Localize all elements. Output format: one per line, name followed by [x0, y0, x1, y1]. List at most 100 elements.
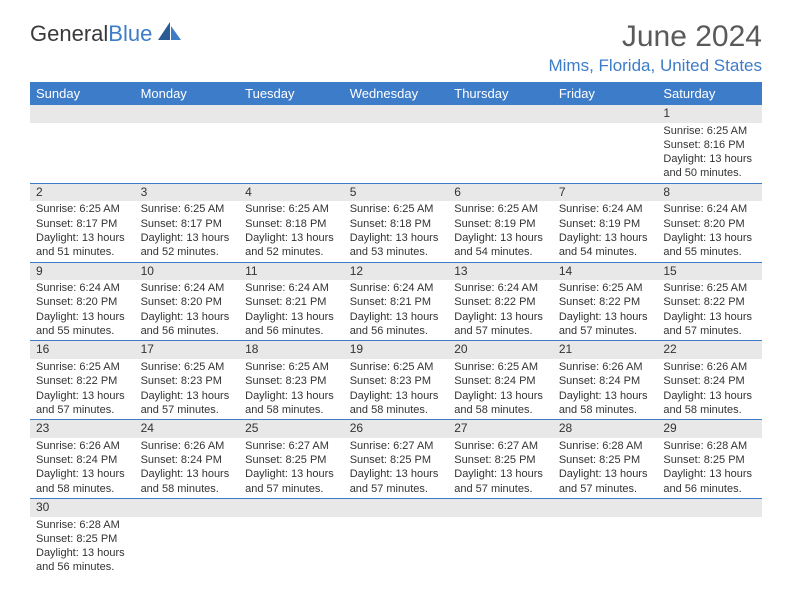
- calendar-cell: 14Sunrise: 6:25 AMSunset: 8:22 PMDayligh…: [553, 262, 658, 341]
- calendar-cell: 29Sunrise: 6:28 AMSunset: 8:25 PMDayligh…: [657, 420, 762, 499]
- sunset-line: Sunset: 8:23 PM: [350, 374, 443, 388]
- day-details: Sunrise: 6:25 AMSunset: 8:22 PMDaylight:…: [553, 280, 658, 340]
- sunset-line: Sunset: 8:18 PM: [350, 217, 443, 231]
- day-number: 2: [30, 184, 135, 202]
- day-details: Sunrise: 6:28 AMSunset: 8:25 PMDaylight:…: [553, 438, 658, 498]
- calendar-cell: 28Sunrise: 6:28 AMSunset: 8:25 PMDayligh…: [553, 420, 658, 499]
- logo-text-blue: Blue: [108, 21, 152, 47]
- day-details: Sunrise: 6:25 AMSunset: 8:19 PMDaylight:…: [448, 201, 553, 261]
- sunset-line: Sunset: 8:25 PM: [350, 453, 443, 467]
- calendar-cell: 13Sunrise: 6:24 AMSunset: 8:22 PMDayligh…: [448, 262, 553, 341]
- day-number: 16: [30, 341, 135, 359]
- sunset-line: Sunset: 8:24 PM: [559, 374, 652, 388]
- calendar-cell: [553, 498, 658, 576]
- logo: GeneralBlue: [30, 20, 182, 48]
- sunset-line: Sunset: 8:18 PM: [245, 217, 338, 231]
- sunset-line: Sunset: 8:22 PM: [663, 295, 756, 309]
- day-number-bar: [553, 105, 658, 123]
- sunrise-line: Sunrise: 6:25 AM: [245, 360, 338, 374]
- day-details: Sunrise: 6:26 AMSunset: 8:24 PMDaylight:…: [553, 359, 658, 419]
- sunset-line: Sunset: 8:19 PM: [454, 217, 547, 231]
- day-details: Sunrise: 6:25 AMSunset: 8:17 PMDaylight:…: [30, 201, 135, 261]
- header: GeneralBlue June 2024 Mims, Florida, Uni…: [30, 20, 762, 76]
- sunset-line: Sunset: 8:24 PM: [454, 374, 547, 388]
- col-wednesday: Wednesday: [344, 82, 449, 105]
- daylight-line: Daylight: 13 hours and 54 minutes.: [454, 231, 547, 260]
- day-details: Sunrise: 6:26 AMSunset: 8:24 PMDaylight:…: [30, 438, 135, 498]
- calendar-row: 30Sunrise: 6:28 AMSunset: 8:25 PMDayligh…: [30, 498, 762, 576]
- calendar-cell: 27Sunrise: 6:27 AMSunset: 8:25 PMDayligh…: [448, 420, 553, 499]
- sunset-line: Sunset: 8:20 PM: [36, 295, 129, 309]
- day-number: 23: [30, 420, 135, 438]
- sunrise-line: Sunrise: 6:28 AM: [559, 439, 652, 453]
- day-number: 17: [135, 341, 240, 359]
- calendar-cell: [448, 498, 553, 576]
- calendar-cell: 25Sunrise: 6:27 AMSunset: 8:25 PMDayligh…: [239, 420, 344, 499]
- day-details: Sunrise: 6:25 AMSunset: 8:18 PMDaylight:…: [239, 201, 344, 261]
- daylight-line: Daylight: 13 hours and 57 minutes.: [350, 467, 443, 496]
- daylight-line: Daylight: 13 hours and 57 minutes.: [454, 467, 547, 496]
- calendar-cell: 4Sunrise: 6:25 AMSunset: 8:18 PMDaylight…: [239, 183, 344, 262]
- calendar-cell: 11Sunrise: 6:24 AMSunset: 8:21 PMDayligh…: [239, 262, 344, 341]
- calendar-cell: 26Sunrise: 6:27 AMSunset: 8:25 PMDayligh…: [344, 420, 449, 499]
- col-sunday: Sunday: [30, 82, 135, 105]
- daylight-line: Daylight: 13 hours and 55 minutes.: [36, 310, 129, 339]
- daylight-line: Daylight: 13 hours and 58 minutes.: [663, 389, 756, 418]
- col-tuesday: Tuesday: [239, 82, 344, 105]
- sunrise-line: Sunrise: 6:25 AM: [141, 202, 234, 216]
- day-number: 9: [30, 263, 135, 281]
- daylight-line: Daylight: 13 hours and 57 minutes.: [559, 310, 652, 339]
- calendar-cell: [135, 105, 240, 183]
- calendar-cell: 22Sunrise: 6:26 AMSunset: 8:24 PMDayligh…: [657, 341, 762, 420]
- daylight-line: Daylight: 13 hours and 57 minutes.: [559, 467, 652, 496]
- day-details: Sunrise: 6:25 AMSunset: 8:23 PMDaylight:…: [239, 359, 344, 419]
- sunset-line: Sunset: 8:25 PM: [559, 453, 652, 467]
- day-number-bar: [239, 105, 344, 123]
- day-details: Sunrise: 6:24 AMSunset: 8:19 PMDaylight:…: [553, 201, 658, 261]
- sunset-line: Sunset: 8:25 PM: [36, 532, 129, 546]
- sunset-line: Sunset: 8:25 PM: [663, 453, 756, 467]
- day-number: 25: [239, 420, 344, 438]
- daylight-line: Daylight: 13 hours and 57 minutes.: [454, 310, 547, 339]
- sunrise-line: Sunrise: 6:24 AM: [245, 281, 338, 295]
- day-details: Sunrise: 6:25 AMSunset: 8:22 PMDaylight:…: [30, 359, 135, 419]
- daylight-line: Daylight: 13 hours and 56 minutes.: [141, 310, 234, 339]
- sunrise-line: Sunrise: 6:27 AM: [350, 439, 443, 453]
- day-details: Sunrise: 6:28 AMSunset: 8:25 PMDaylight:…: [30, 517, 135, 577]
- sunset-line: Sunset: 8:23 PM: [141, 374, 234, 388]
- col-monday: Monday: [135, 82, 240, 105]
- day-number: 26: [344, 420, 449, 438]
- day-number-bar: [135, 499, 240, 517]
- day-details: Sunrise: 6:26 AMSunset: 8:24 PMDaylight:…: [135, 438, 240, 498]
- sunrise-line: Sunrise: 6:25 AM: [36, 360, 129, 374]
- day-number-bar: [448, 105, 553, 123]
- sunrise-line: Sunrise: 6:24 AM: [559, 202, 652, 216]
- calendar-table: Sunday Monday Tuesday Wednesday Thursday…: [30, 82, 762, 577]
- day-details: Sunrise: 6:25 AMSunset: 8:17 PMDaylight:…: [135, 201, 240, 261]
- day-details: Sunrise: 6:24 AMSunset: 8:20 PMDaylight:…: [135, 280, 240, 340]
- day-number: 10: [135, 263, 240, 281]
- day-details: Sunrise: 6:25 AMSunset: 8:16 PMDaylight:…: [657, 123, 762, 183]
- calendar-cell: 5Sunrise: 6:25 AMSunset: 8:18 PMDaylight…: [344, 183, 449, 262]
- calendar-cell: 8Sunrise: 6:24 AMSunset: 8:20 PMDaylight…: [657, 183, 762, 262]
- col-friday: Friday: [553, 82, 658, 105]
- sunset-line: Sunset: 8:24 PM: [36, 453, 129, 467]
- sunset-line: Sunset: 8:23 PM: [245, 374, 338, 388]
- daylight-line: Daylight: 13 hours and 51 minutes.: [36, 231, 129, 260]
- calendar-cell: 17Sunrise: 6:25 AMSunset: 8:23 PMDayligh…: [135, 341, 240, 420]
- calendar-cell: 6Sunrise: 6:25 AMSunset: 8:19 PMDaylight…: [448, 183, 553, 262]
- day-number: 1: [657, 105, 762, 123]
- calendar-row: 16Sunrise: 6:25 AMSunset: 8:22 PMDayligh…: [30, 341, 762, 420]
- day-number-bar: [657, 499, 762, 517]
- daylight-line: Daylight: 13 hours and 56 minutes.: [350, 310, 443, 339]
- calendar-cell: 12Sunrise: 6:24 AMSunset: 8:21 PMDayligh…: [344, 262, 449, 341]
- day-number: 20: [448, 341, 553, 359]
- day-details: Sunrise: 6:24 AMSunset: 8:22 PMDaylight:…: [448, 280, 553, 340]
- day-number: 5: [344, 184, 449, 202]
- daylight-line: Daylight: 13 hours and 56 minutes.: [36, 546, 129, 575]
- daylight-line: Daylight: 13 hours and 56 minutes.: [245, 310, 338, 339]
- day-number: 11: [239, 263, 344, 281]
- day-number: 22: [657, 341, 762, 359]
- sunset-line: Sunset: 8:19 PM: [559, 217, 652, 231]
- calendar-cell: 23Sunrise: 6:26 AMSunset: 8:24 PMDayligh…: [30, 420, 135, 499]
